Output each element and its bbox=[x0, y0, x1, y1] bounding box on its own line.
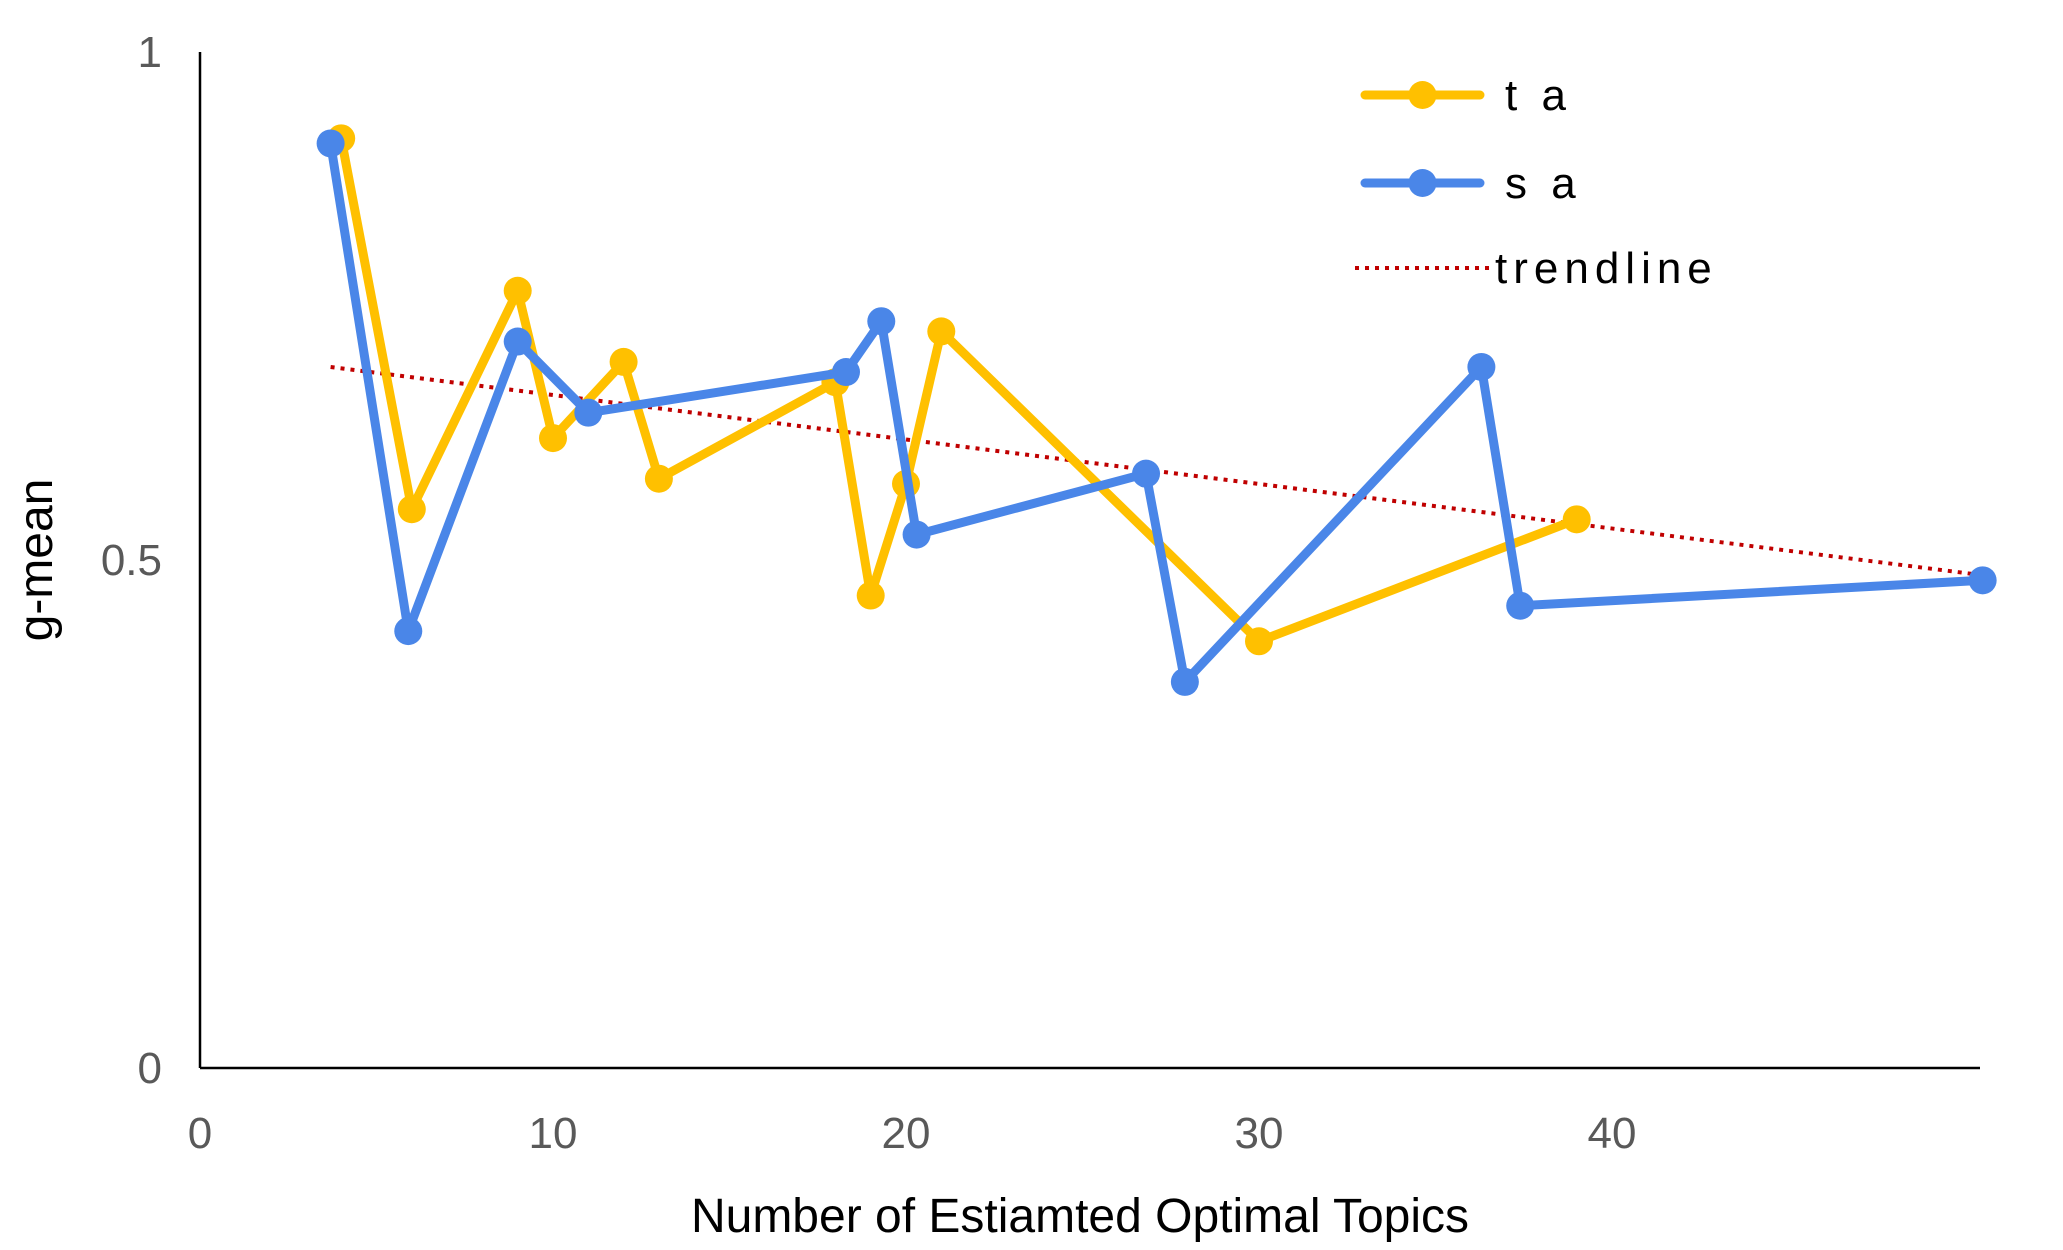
series-ta-point bbox=[1562, 505, 1591, 534]
series-sa-point bbox=[1467, 352, 1496, 381]
x-tick-label: 30 bbox=[1235, 1109, 1284, 1158]
tick-labels: 0 10 20 30 40 0 0.5 1 bbox=[101, 28, 1637, 1158]
series-sa-line bbox=[326, 138, 1988, 687]
legend: t a s a trendline bbox=[1355, 71, 1718, 293]
series-sa-point bbox=[1170, 667, 1199, 696]
series-sa-point bbox=[394, 617, 423, 646]
series-sa-point bbox=[316, 129, 345, 158]
series-sa-point bbox=[1132, 459, 1161, 488]
x-tick-label: 40 bbox=[1588, 1109, 1637, 1158]
series-sa-point bbox=[574, 398, 603, 427]
series-ta-point bbox=[644, 464, 673, 493]
series-layer bbox=[316, 124, 1997, 696]
x-tick-label: 0 bbox=[188, 1109, 212, 1158]
x-axis-title: Number of Estiamted Optimal Topics bbox=[691, 1190, 1469, 1243]
y-axis-title: g-mean bbox=[10, 479, 63, 642]
series-ta-point bbox=[539, 424, 567, 453]
series-ta-point bbox=[503, 276, 532, 305]
series-ta-point bbox=[397, 495, 426, 524]
axes bbox=[198, 52, 1980, 1070]
x-tick-label: 10 bbox=[529, 1109, 578, 1158]
series-ta-point bbox=[1245, 627, 1273, 656]
series-sa-point bbox=[867, 307, 896, 336]
x-tick-label: 20 bbox=[882, 1109, 931, 1158]
series-ta-point bbox=[609, 347, 638, 376]
y-tick-label: 1 bbox=[138, 28, 162, 77]
series-sa-point bbox=[831, 358, 860, 387]
y-tick-label: 0.5 bbox=[101, 536, 162, 585]
series-ta-line bbox=[336, 133, 1582, 646]
series-ta-point bbox=[856, 581, 885, 610]
series-sa-point bbox=[902, 520, 931, 549]
legend-ta-marker bbox=[1408, 81, 1437, 109]
y-tick-label: 0 bbox=[138, 1044, 162, 1093]
legend-ta-label: t a bbox=[1505, 71, 1572, 120]
series-ta-point bbox=[927, 317, 956, 346]
legend-trendline-label: trendline bbox=[1495, 244, 1718, 293]
series-sa-point bbox=[1968, 566, 1997, 595]
series-sa-point bbox=[1506, 591, 1535, 620]
legend-sa-marker bbox=[1408, 169, 1437, 197]
series-sa-point bbox=[503, 327, 532, 356]
legend-sa-label: s a bbox=[1505, 159, 1582, 208]
